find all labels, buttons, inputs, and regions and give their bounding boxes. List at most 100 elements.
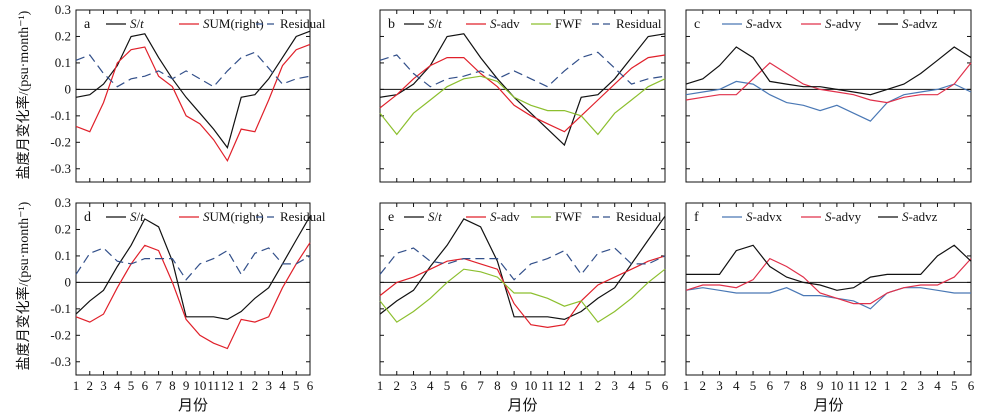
y-tick-label: 0 [65,81,72,96]
legend-label: FWF [555,16,582,31]
x-tick-label: 9 [817,378,824,393]
plot-frame [685,202,972,376]
legend-label: FWF [555,209,582,224]
y-tick-label: -0.1 [50,108,71,123]
legend-label: SUM(right) [203,209,264,224]
legend-label-symbol: S [428,16,435,31]
x-tick-label: 9 [183,378,190,393]
x-tick-label: 12 [558,378,571,393]
x-tick-label: 10 [524,378,537,393]
legend-label: Residual [616,209,662,224]
legend-label-symbol: S [490,209,497,224]
legend-label: S/t [428,16,442,31]
x-tick-label: 7 [477,378,484,393]
x-tick-label: 2 [252,378,259,393]
legend-label-rest: / [137,16,141,31]
x-tick-label: 6 [662,378,669,393]
panel-letter: d [84,210,91,225]
y-tick-label: 0.1 [55,248,71,263]
series-line-s-advy [685,62,972,104]
series-line-fwf [379,75,666,136]
legend-label: Residual [280,209,326,224]
x-tick-label: 11 [847,378,860,393]
legend-label-rest: / [435,16,439,31]
legend-label-rest: / [435,209,439,224]
x-axis-label: 月份 [813,397,843,414]
x-tick-label: 3 [611,378,618,393]
x-tick-label: 3 [265,378,272,393]
x-tick-label: 1 [578,378,585,393]
series-line-sum-right- [75,242,311,350]
legend-label: S-adv [490,209,520,224]
x-tick-label: 5 [444,378,451,393]
chart-panel-a: -0.3-0.2-0.100.10.20.3a S/t SUM(right) Resi… [50,2,326,183]
legend-label-symbol: S [746,209,753,224]
legend-label: S/t [130,209,144,224]
x-tick-label: 9 [511,378,518,393]
x-tick-label: 6 [307,378,314,393]
y-tick-label: 0.2 [55,28,71,43]
x-tick-label: 4 [934,378,941,393]
x-tick-label: 5 [128,378,135,393]
legend-label-symbol: S [825,16,832,31]
x-tick-label: 1 [683,378,690,393]
plot-frame [685,9,972,183]
x-tick-label: 6 [767,378,774,393]
x-tick-label: 11 [541,378,554,393]
x-tick-label: 10 [193,378,206,393]
x-tick-label: 7 [155,378,162,393]
x-tick-label: 4 [628,378,635,393]
legend-label-symbol: S [130,209,137,224]
legend-label: S-advz [902,209,938,224]
legend-label-rest: -adv [497,16,521,31]
legend-label: S/t [428,209,442,224]
series-line-residual [75,247,311,281]
x-tick-label: 2 [700,378,707,393]
y-tick-label: -0.2 [50,327,71,342]
x-tick-label: 6 [461,378,468,393]
plot-frame [379,202,666,376]
panel-letter: b [388,17,395,32]
legend-label: S-adv [490,16,520,31]
legend-label-symbol: S [490,16,497,31]
y-tick-label: 0.3 [55,195,71,210]
x-tick-label: 3 [716,378,723,393]
y-tick-label: -0.3 [50,354,71,369]
x-tick-label: 1 [377,378,384,393]
series-line-residual [75,51,311,88]
legend-label-symbol: S [825,209,832,224]
legend-label-rest: -advy [832,209,862,224]
x-tick-label: 3 [410,378,417,393]
legend-label-rest: -advy [832,16,862,31]
panel-letter: c [694,17,700,32]
x-tick-label: 4 [114,378,121,393]
series-line-s-advx [685,80,972,122]
plot-frame [75,9,311,183]
legend-label: S-advy [825,16,862,31]
series-line-residual [379,247,666,281]
series-line-s-advy [685,257,972,305]
x-tick-label: 8 [494,378,501,393]
y-tick-label: 0.2 [55,221,71,236]
legend-label-symbol: S [902,209,909,224]
x-tick-label: 5 [750,378,757,393]
plot-frame [379,9,666,183]
x-tick-label: 4 [279,378,286,393]
series-line-residual [379,51,666,88]
x-tick-label: 2 [394,378,401,393]
legend-label-t: t [140,209,144,224]
x-tick-label: 2 [87,378,94,393]
x-axis-label: 月份 [507,397,537,414]
x-tick-label: 1 [73,378,80,393]
legend-label: S-advy [825,209,862,224]
y-tick-label: 0.3 [55,2,71,17]
legend-label-rest: UM(right) [210,16,264,31]
y-tick-label: -0.1 [50,301,71,316]
panel-letter: f [694,210,699,225]
x-tick-label: 5 [293,378,300,393]
x-tick-label: 1 [884,378,891,393]
x-tick-label: 10 [830,378,843,393]
series-line-sum-right- [75,43,311,163]
